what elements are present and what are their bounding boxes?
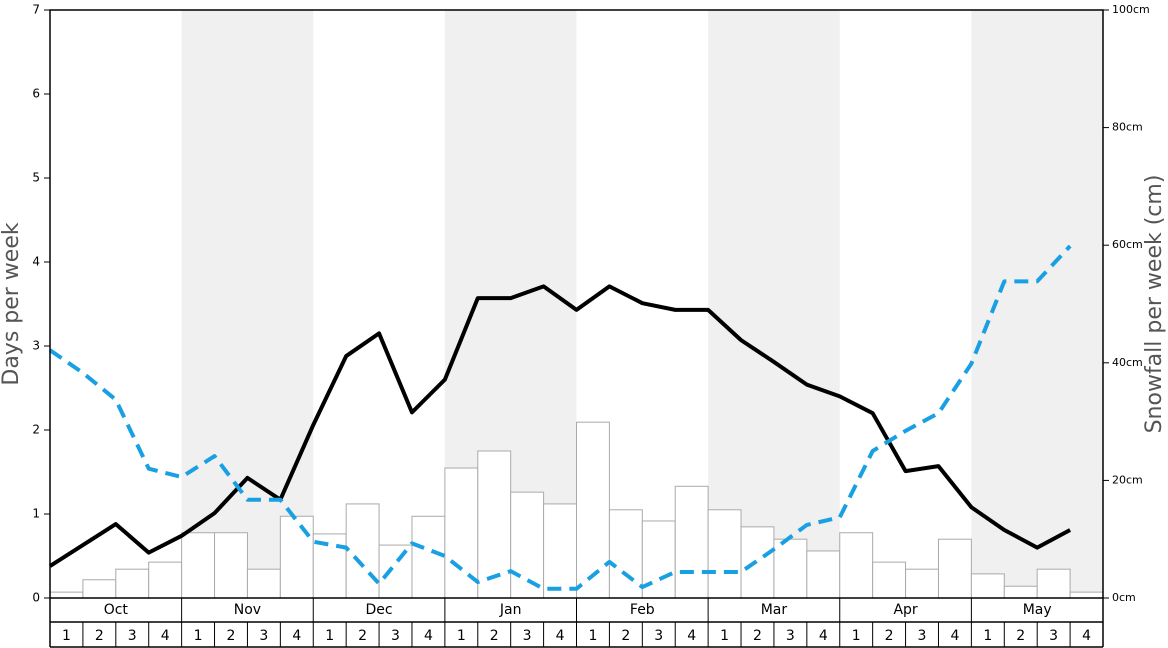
y2-tick-label: 20cm [1112, 473, 1143, 486]
x-tick-label: 4 [1082, 628, 1091, 644]
bar [82, 579, 117, 599]
x-tick-label: 3 [391, 628, 400, 644]
bar [214, 532, 248, 599]
month-band [181, 10, 314, 598]
month-band [971, 10, 1103, 598]
bar [543, 503, 577, 599]
y-tick-label: 6 [32, 87, 40, 101]
x-tick-label: 4 [556, 628, 565, 644]
x-tick-label: 4 [687, 628, 696, 644]
month-label: Jan [499, 602, 522, 618]
bar [806, 550, 841, 599]
line [48, 244, 1072, 591]
bar [510, 491, 545, 599]
x-tick-label: 1 [588, 628, 597, 644]
y-tick-label: 1 [32, 507, 40, 521]
x-tick-label: 3 [128, 628, 137, 644]
x-tick-label: 3 [786, 628, 795, 644]
y-tick-label: 4 [32, 255, 40, 269]
bar [970, 573, 1005, 599]
x-tick-label: 1 [983, 628, 992, 644]
y2-tick-label: 80cm [1112, 121, 1143, 134]
bar [148, 561, 183, 599]
bar [905, 568, 939, 599]
x-tick-label: 4 [950, 628, 959, 644]
bar [773, 538, 808, 599]
x-tick-label: 1 [325, 628, 334, 644]
bar [115, 568, 150, 599]
month-label: Nov [234, 602, 261, 618]
month-label: Feb [630, 602, 655, 618]
y2-tick-label: 60cm [1112, 238, 1143, 251]
bar [378, 544, 413, 599]
x-tick-label: 3 [654, 628, 663, 644]
x-tick-label: 2 [490, 628, 499, 644]
x-tick-label: 4 [292, 628, 301, 644]
bar [411, 515, 446, 599]
y-tick-label: 0 [32, 591, 40, 605]
y-axis-label: Days per week [0, 222, 24, 385]
x-tick-label: 1 [720, 628, 729, 644]
bar [872, 561, 907, 599]
y2-tick-label: 40cm [1112, 356, 1143, 369]
x-tick-label: 3 [1049, 628, 1058, 644]
bar [576, 421, 610, 599]
x-tick-label: 2 [621, 628, 630, 644]
bar [674, 485, 709, 599]
x-tick-label: 3 [523, 628, 532, 644]
x-tick-label: 2 [358, 628, 367, 644]
x-tick-label: 4 [424, 628, 433, 644]
x-tick-label: 1 [62, 628, 71, 644]
x-tick-label: 3 [259, 628, 268, 644]
y2-axis-label: Snowfall per week (cm) [1142, 175, 1167, 434]
bar [608, 509, 643, 599]
y-tick-label: 3 [32, 339, 40, 353]
bar [246, 568, 281, 599]
line [48, 284, 1072, 568]
y-tick-label: 5 [32, 171, 40, 185]
bar [839, 532, 874, 599]
x-tick-label: 2 [227, 628, 236, 644]
x-tick-label: 2 [753, 628, 762, 644]
bar [740, 526, 775, 599]
x-tick-label: 2 [95, 628, 104, 644]
x-tick-label: 3 [918, 628, 927, 644]
x-tick-label: 2 [1016, 628, 1025, 644]
bar [1069, 591, 1104, 599]
x-tick-label: 1 [194, 628, 203, 644]
bar [1003, 585, 1038, 599]
y-tick-label: 2 [32, 423, 40, 437]
month-label: Apr [893, 602, 917, 618]
bar [345, 503, 380, 599]
y2-tick-label: 100cm [1112, 3, 1150, 16]
bar [1036, 568, 1071, 599]
x-tick-label: 1 [457, 628, 466, 644]
x-tick-label: 4 [819, 628, 828, 644]
y-tick-label: 7 [32, 3, 40, 17]
month-label: Mar [761, 602, 788, 618]
y2-tick-label: 0cm [1112, 591, 1136, 604]
x-tick-label: 1 [852, 628, 861, 644]
bar [49, 591, 84, 599]
bar [937, 538, 972, 599]
bar [279, 515, 314, 599]
bar [181, 532, 216, 599]
bar [707, 509, 742, 599]
month-band [708, 10, 840, 598]
month-label: May [1023, 602, 1052, 618]
month-label: Dec [366, 602, 393, 618]
month-label: Oct [104, 602, 129, 618]
x-tick-label: 4 [161, 628, 170, 644]
x-tick-label: 2 [885, 628, 894, 644]
